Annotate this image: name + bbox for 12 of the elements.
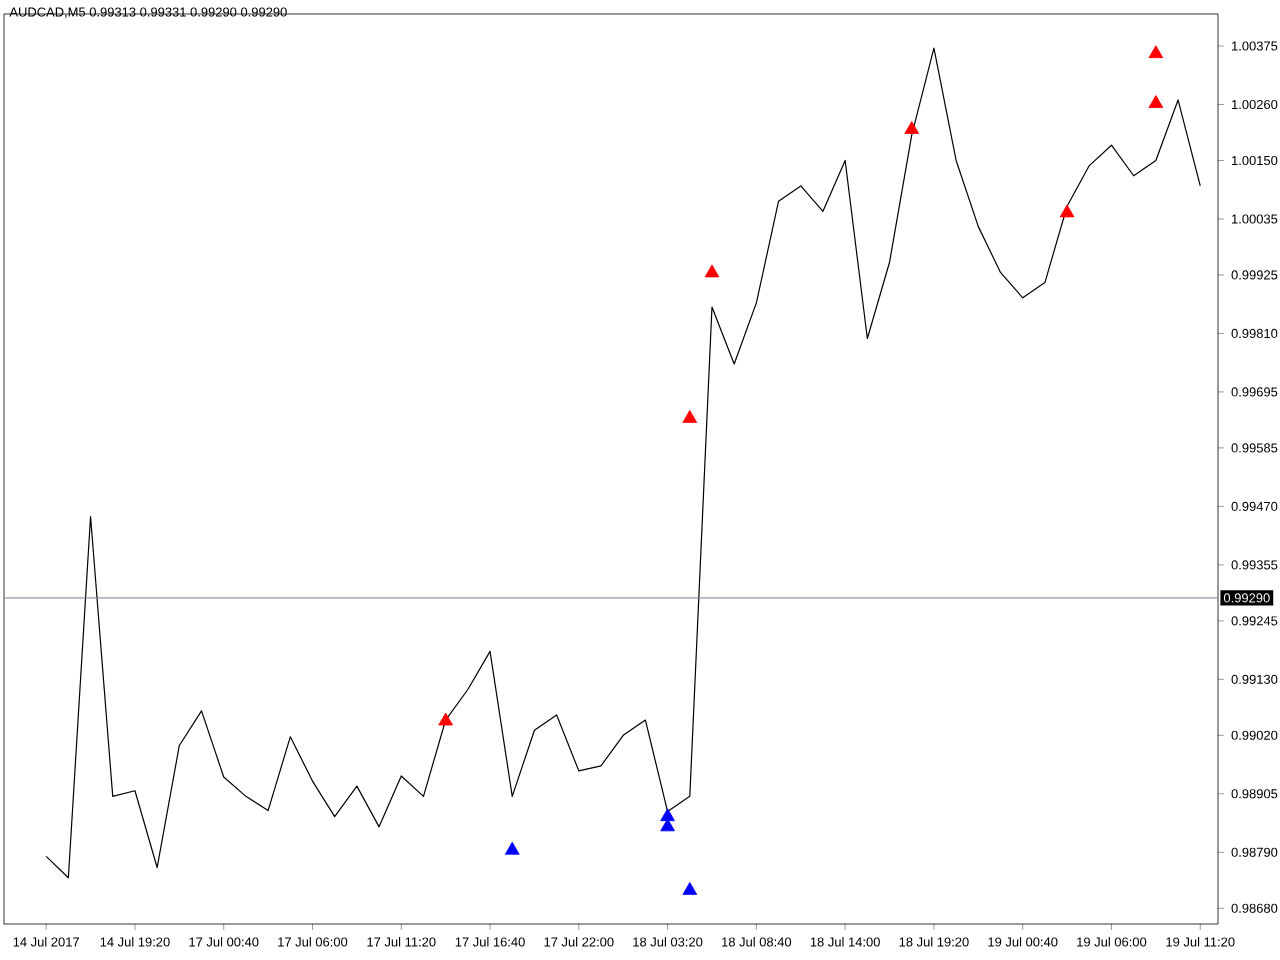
line-series <box>45 47 1201 879</box>
point <box>438 712 453 726</box>
point <box>1148 95 1164 108</box>
point <box>660 818 675 832</box>
point <box>1148 45 1164 59</box>
point <box>1059 204 1075 218</box>
point <box>704 264 720 278</box>
point <box>660 808 675 822</box>
point <box>504 841 520 855</box>
point <box>904 121 920 134</box>
point <box>682 409 698 423</box>
point <box>682 882 698 895</box>
